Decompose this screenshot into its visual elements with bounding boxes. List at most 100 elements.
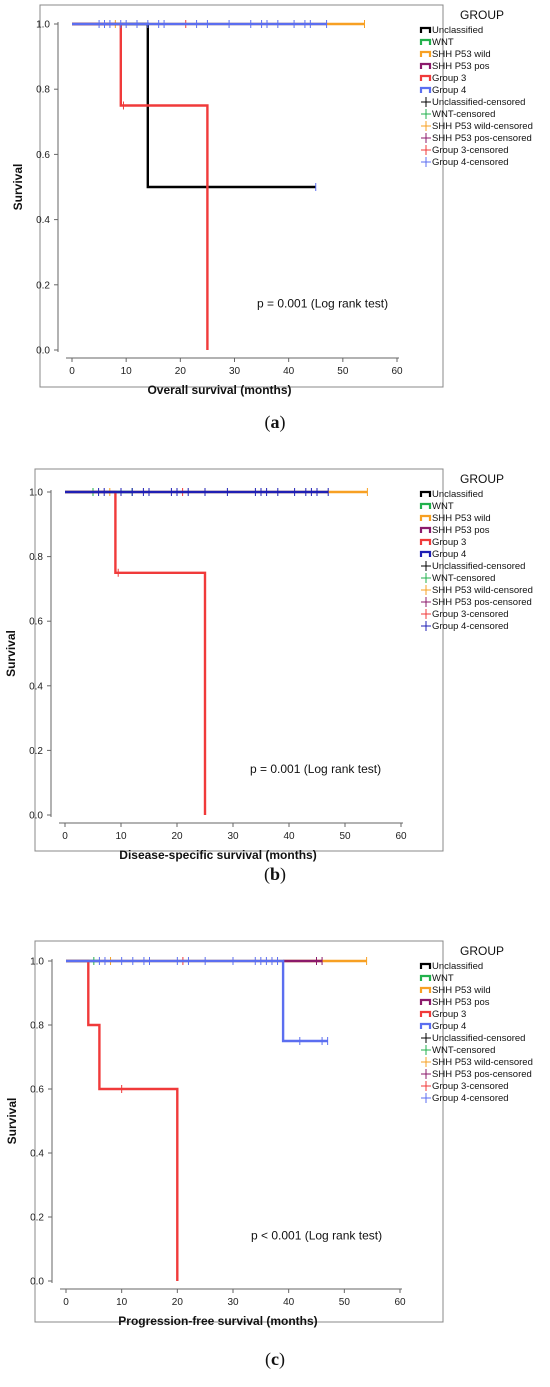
legend-title: GROUP [460,944,504,958]
x-tick-label: 0 [63,1297,69,1308]
legend-label: Unclassified [432,961,483,972]
legend-label: Group 4-censored [432,621,509,632]
y-tick-label: 0.2 [36,280,50,291]
legend-swatch-line [419,526,432,533]
legend-item: Group 3 [419,1009,466,1020]
legend-item: Group 4-censored [421,621,509,632]
legend-swatch-line [419,62,432,69]
legend-label: SHH P53 pos [432,61,490,72]
y-tick-label: 0.8 [29,552,43,563]
legend-swatch-line [419,86,432,93]
legend-label: Group 4 [432,85,466,96]
legend-item: SHH P53 pos [419,525,490,536]
y-tick-label: 0.2 [30,1213,44,1224]
legend-label: SHH P53 wild-censored [432,585,533,596]
x-tick-label: 10 [115,831,127,842]
legend-label: Group 3 [432,537,466,548]
legend-label: Unclassified-censored [432,561,525,572]
p-value-annotation: p = 0.001 (Log rank test) [257,297,388,311]
legend-item: Unclassified-censored [421,561,525,572]
legend-swatch-line [419,1010,432,1017]
y-tick-label: 0.0 [36,346,50,357]
legend-label: SHH P53 wild-censored [432,121,533,132]
legend-swatch-line [419,974,432,981]
legend-item: Unclassified-censored [421,1033,525,1044]
y-tick-label: 0.0 [29,811,43,822]
y-tick-label: 0.8 [30,1021,44,1032]
legend-item: WNT [419,37,454,48]
legend-item: Group 4 [419,1021,466,1032]
legend-item: Group 4-censored [421,1093,509,1104]
x-tick-label: 30 [227,831,239,842]
p-value-annotation: p = 0.001 (Log rank test) [250,762,381,776]
legend-label: Group 4 [432,549,466,560]
legend-swatch-line [419,1022,432,1029]
legend-title: GROUP [460,472,504,486]
legend-item: Unclassified [419,489,483,500]
chart-panel-a: 0 10 20 30 40 50 60 0.0 0.2 0.4 0.6 0.8 1.0 Overall s… [11,4,533,397]
survival-curve-group-4 [66,959,328,1043]
legend-item: SHH P53 pos-censored [421,597,532,608]
legend-label: SHH P53 pos [432,997,490,1008]
legend-item: SHH P53 wild [419,985,491,996]
y-tick-label: 0.4 [30,1149,44,1160]
legend-item: SHH P53 wild-censored [421,121,533,132]
x-tick-label: 10 [121,366,133,377]
legend-item: Group 3-censored [421,1081,509,1092]
legend-item: Group 4-censored [421,157,509,168]
legend-swatch-line [419,490,432,497]
legend-title: GROUP [460,8,504,22]
legend-label: SHH P53 wild [432,49,491,60]
legend-item: WNT [419,501,454,512]
x-tick-label: 0 [62,831,68,842]
legend-swatch-line [419,26,432,33]
legend-item: Unclassified [419,25,483,36]
legend-label: Group 3-censored [432,609,509,620]
legend-label: WNT [432,501,454,512]
legend-label: SHH P53 wild [432,985,491,996]
legend-label: WNT-censored [432,1045,495,1056]
x-tick-label: 50 [337,366,349,377]
chart-frame [39,4,444,388]
legend-swatch-line [419,986,432,993]
panel-caption: (c) [265,1349,285,1370]
y-axis-label: Survival [11,164,25,211]
legend-label: SHH P53 pos-censored [432,597,532,608]
legend-item: SHH P53 wild [419,513,491,524]
legend-item: Group 4 [419,549,466,560]
x-tick-label: 30 [227,1297,239,1308]
y-axis-label: Survival [4,630,18,677]
legend-label: WNT-censored [432,573,495,584]
survival-curve-group-3 [65,490,207,815]
legend-swatch-line [419,998,432,1005]
legend-label: Unclassified-censored [432,1033,525,1044]
legend-label: Group 4-censored [432,157,509,168]
x-tick-label: 20 [171,831,183,842]
legend-item: WNT-censored [421,109,495,120]
legend-item: Group 3 [419,73,466,84]
x-tick-label: 20 [175,366,187,377]
legend-label: SHH P53 pos-censored [432,1069,532,1080]
chart-panel-c: 0 10 20 30 40 50 60 0.0 0.2 0.4 0.6 0.8 1.0 Progressi… [5,940,533,1328]
legend-label: SHH P53 wild-censored [432,1057,533,1068]
survival-curve-group-3 [66,959,179,1281]
x-tick-label: 0 [69,366,75,377]
legend-label: Group 4 [432,1021,466,1032]
y-tick-label: 0.4 [36,215,50,226]
x-tick-label: 10 [116,1297,128,1308]
legend-label: SHH P53 wild [432,513,491,524]
y-tick-label: 0.6 [36,150,50,161]
legend-item: SHH P53 pos-censored [421,133,532,144]
x-axis-label: Progression-free survival (months) [118,1314,317,1328]
legend-label: Unclassified [432,25,483,36]
legend-label: WNT-censored [432,109,495,120]
legend-label: SHH P53 pos-censored [432,133,532,144]
legend-label: Group 3-censored [432,145,509,156]
x-tick-label: 30 [229,366,241,377]
legend-label: WNT [432,973,454,984]
legend-label: Group 4-censored [432,1093,509,1104]
p-value-annotation: p < 0.001 (Log rank test) [251,1228,382,1242]
y-tick-label: 0.6 [30,1085,44,1096]
legend-item: WNT-censored [421,1045,495,1056]
